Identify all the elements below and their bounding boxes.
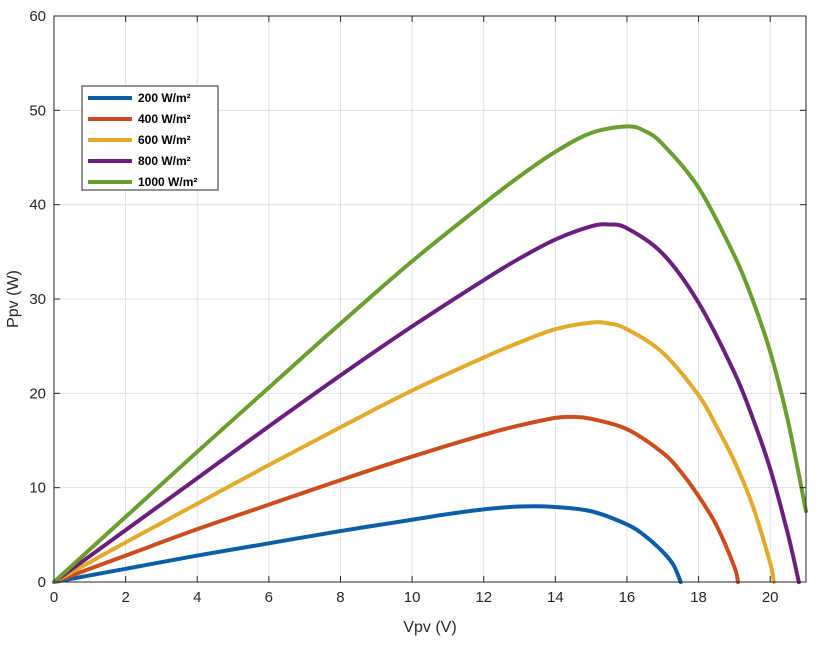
x-tick-label: 6 xyxy=(265,589,273,606)
y-tick-label: 60 xyxy=(29,8,46,25)
series-line-200 xyxy=(52,504,683,584)
x-tick-label: 2 xyxy=(121,589,129,606)
x-axis-label: Vpv (V) xyxy=(403,619,456,636)
y-tick-label: 20 xyxy=(29,385,46,402)
legend-label-1000: 1000 W/m² xyxy=(138,175,197,189)
x-tick-label: 16 xyxy=(619,589,636,606)
series-line-600 xyxy=(52,320,776,584)
legend-label-600: 600 W/m² xyxy=(138,133,191,147)
legend-label-400: 400 W/m² xyxy=(138,112,191,126)
x-tick-label: 14 xyxy=(547,589,564,606)
y-axis-label: Ppv (W) xyxy=(5,270,22,328)
y-tick-label: 50 xyxy=(29,102,46,119)
y-tick-label: 40 xyxy=(29,197,46,214)
x-axis-ticks: 0 2 4 6 8 10 12 14 16 18 20 xyxy=(50,16,779,606)
series-line-1000 xyxy=(52,124,808,584)
x-tick-label: 10 xyxy=(404,589,421,606)
x-tick-label: 8 xyxy=(336,589,344,606)
series-lines xyxy=(52,124,808,584)
x-tick-label: 20 xyxy=(762,589,779,606)
x-tick-label: 18 xyxy=(690,589,707,606)
series-line-400 xyxy=(52,414,740,584)
x-tick-label: 4 xyxy=(193,589,201,606)
y-axis-ticks: 0 10 20 30 40 50 60 xyxy=(29,8,806,591)
legend: 200 W/m² 400 W/m² 600 W/m² 800 W/m² 1000 W/m… xyxy=(81,85,219,191)
legend-label-800: 800 W/m² xyxy=(138,154,191,168)
x-tick-label: 0 xyxy=(50,589,58,606)
series-line-800 xyxy=(52,222,801,584)
y-tick-label: 10 xyxy=(29,480,46,497)
x-tick-label: 12 xyxy=(475,589,492,606)
legend-label-200: 200 W/m² xyxy=(138,91,191,105)
y-tick-label: 30 xyxy=(29,291,46,308)
y-tick-label: 0 xyxy=(38,574,46,591)
